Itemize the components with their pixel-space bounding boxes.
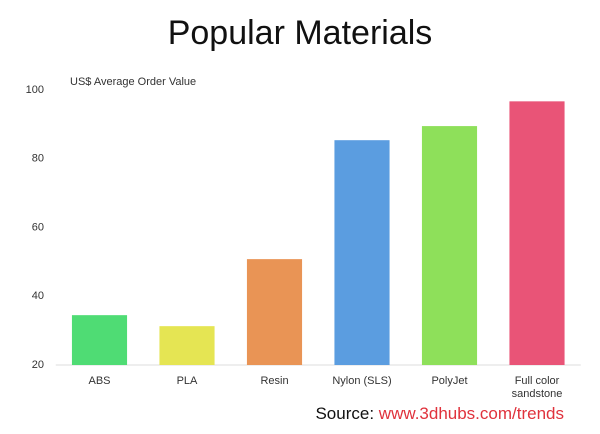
bar bbox=[421, 126, 478, 365]
bar bbox=[509, 101, 565, 365]
source-url: www.3dhubs.com/trends bbox=[378, 404, 564, 423]
x-tick-label: Resin bbox=[260, 375, 289, 387]
y-tick-label: 100 bbox=[26, 84, 44, 96]
source-label: Source: bbox=[315, 404, 375, 423]
y-tick-label: 60 bbox=[32, 221, 44, 233]
x-tick-label: PolyJet bbox=[431, 375, 468, 387]
x-tick-label: Nylon (SLS) bbox=[332, 375, 392, 387]
source: Source: www.3dhubs.com/trends bbox=[315, 404, 564, 424]
x-tick-label: PLA bbox=[176, 375, 198, 387]
y-tick-label: 20 bbox=[32, 359, 44, 371]
y-tick-label: 80 bbox=[32, 153, 44, 165]
bar bbox=[159, 326, 215, 365]
bar bbox=[246, 259, 303, 365]
y-tick-label: 40 bbox=[32, 290, 44, 302]
x-tick-label: ABS bbox=[88, 375, 111, 387]
x-tick-label: Full color sandstone bbox=[511, 375, 563, 400]
chart-title: Popular Materials bbox=[168, 14, 433, 52]
y-axis-label: US$ Average Order Value bbox=[70, 76, 196, 88]
bar bbox=[71, 315, 128, 365]
bar bbox=[334, 140, 390, 365]
